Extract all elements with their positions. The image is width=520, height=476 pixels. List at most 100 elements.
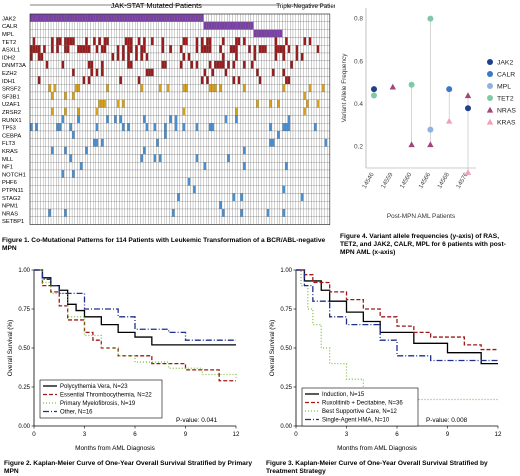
mutation-cell bbox=[206, 37, 209, 46]
mutation-cell bbox=[164, 29, 167, 38]
mutation-cell bbox=[169, 76, 173, 85]
mutation-cell bbox=[79, 216, 83, 225]
mutation-cell bbox=[95, 193, 99, 202]
mutation-cell bbox=[219, 177, 223, 186]
mutation-cell bbox=[156, 115, 159, 124]
mutation-cell bbox=[35, 21, 39, 30]
mutation-cell bbox=[250, 76, 254, 85]
mutation-cell bbox=[164, 154, 167, 163]
mutation-cell bbox=[290, 21, 294, 30]
mutation-cell bbox=[87, 29, 91, 38]
mutation-cell bbox=[313, 146, 317, 155]
mutation-cell bbox=[235, 177, 238, 186]
mutation-cell bbox=[279, 154, 283, 163]
mutation-cell bbox=[124, 76, 128, 85]
mutation-cell bbox=[98, 162, 102, 171]
mutation-cell bbox=[119, 13, 123, 22]
mutation-cell bbox=[313, 115, 317, 124]
mutation-cell bbox=[224, 13, 228, 22]
mutation-cell bbox=[95, 37, 99, 46]
mutation-cell bbox=[211, 201, 215, 210]
mutation-cell bbox=[198, 76, 202, 85]
mutation-cell bbox=[306, 84, 309, 93]
mutation-cell bbox=[129, 52, 133, 61]
mutation-cell bbox=[290, 45, 294, 54]
mutation-cell bbox=[192, 99, 196, 108]
mutation-cell bbox=[161, 21, 165, 30]
mutation-cell bbox=[50, 146, 54, 155]
mutation-cell bbox=[87, 123, 91, 132]
mutation-cell bbox=[208, 21, 212, 30]
mutation-cell bbox=[179, 185, 183, 194]
mutation-cell bbox=[177, 99, 181, 108]
mutation-cell bbox=[190, 169, 194, 178]
mutation-cell bbox=[303, 130, 307, 139]
legend-label: Best Supportive Care, N=12 bbox=[322, 409, 398, 415]
mutation-cell bbox=[208, 162, 212, 171]
mutation-cell bbox=[327, 208, 330, 217]
mutation-cell bbox=[92, 76, 96, 85]
mutation-cell bbox=[45, 216, 49, 225]
mutation-cell bbox=[308, 146, 312, 155]
mutation-cell bbox=[166, 107, 170, 116]
mutation-cell bbox=[198, 208, 202, 217]
mutation-cell bbox=[261, 84, 265, 93]
mutation-cell bbox=[316, 177, 320, 186]
mutation-cell bbox=[158, 208, 162, 217]
mutation-cell bbox=[77, 115, 81, 124]
mutation-cell bbox=[258, 107, 262, 116]
mutation-cell bbox=[295, 115, 299, 124]
x-tick-label: 14566 bbox=[417, 171, 432, 190]
mutation-cell bbox=[313, 177, 317, 186]
mutation-cell bbox=[327, 177, 330, 186]
mutation-cell bbox=[140, 99, 144, 108]
mutation-cell bbox=[116, 68, 120, 77]
mutation-cell bbox=[64, 45, 67, 54]
mutation-cell bbox=[74, 84, 78, 93]
mutation-cell bbox=[171, 84, 175, 93]
mutation-cell bbox=[92, 216, 96, 225]
mutation-cell bbox=[169, 146, 173, 155]
mutation-cell bbox=[258, 29, 262, 38]
mutation-cell bbox=[208, 154, 212, 163]
mutation-cell bbox=[135, 76, 138, 85]
mutation-cell bbox=[103, 13, 107, 22]
mutation-cell bbox=[114, 68, 117, 77]
mutation-cell bbox=[182, 45, 186, 54]
mutation-cell bbox=[298, 138, 302, 147]
mutation-cell bbox=[153, 193, 157, 202]
mutation-cell bbox=[185, 154, 188, 163]
mutation-cell bbox=[132, 130, 136, 139]
mutation-cell bbox=[224, 45, 228, 54]
mutation-cell bbox=[182, 99, 186, 108]
mutation-cell bbox=[292, 193, 296, 202]
mutation-cell bbox=[308, 208, 312, 217]
mutation-cell bbox=[242, 177, 246, 186]
mutation-cell bbox=[100, 193, 104, 202]
mutation-cell bbox=[124, 99, 128, 108]
mutation-cell bbox=[277, 185, 280, 194]
mutation-cell bbox=[303, 208, 307, 217]
mutation-cell bbox=[127, 68, 131, 77]
mutation-cell bbox=[166, 193, 170, 202]
mutation-cell bbox=[200, 193, 204, 202]
mutation-cell bbox=[203, 216, 207, 225]
mutation-cell bbox=[187, 107, 191, 116]
mutation-cell bbox=[82, 76, 86, 85]
mutation-cell bbox=[211, 185, 215, 194]
mutation-cell bbox=[327, 60, 330, 69]
mutation-cell bbox=[206, 130, 209, 139]
mutation-cell bbox=[166, 115, 170, 124]
mutation-cell bbox=[64, 193, 67, 202]
mutation-cell bbox=[111, 45, 115, 54]
x-tick-label: 9 bbox=[184, 431, 188, 438]
mutation-cell bbox=[232, 146, 236, 155]
mutation-cell bbox=[216, 29, 220, 38]
mutation-cell bbox=[50, 177, 54, 186]
mutation-cell bbox=[308, 185, 312, 194]
mutation-cell bbox=[311, 193, 315, 202]
mutation-cell bbox=[66, 115, 70, 124]
mutation-cell bbox=[232, 60, 236, 69]
mutation-cell bbox=[169, 99, 173, 108]
mutation-cell bbox=[269, 52, 273, 61]
